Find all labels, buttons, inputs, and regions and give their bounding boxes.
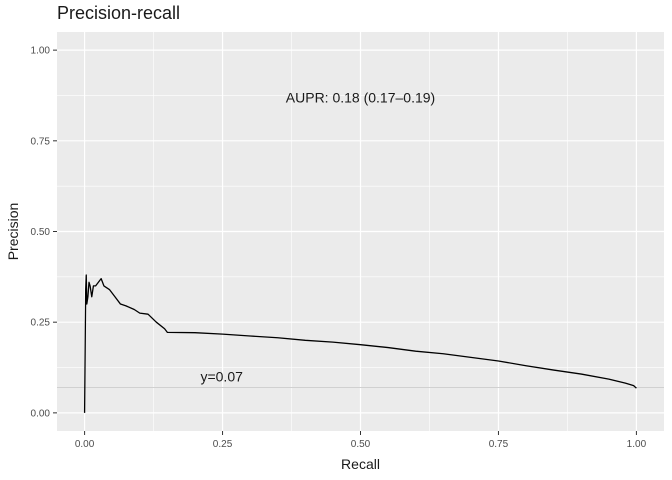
x-tick-label: 1.00 bbox=[627, 439, 647, 450]
grid-major bbox=[57, 32, 664, 431]
y-tick-label: 0.50 bbox=[31, 227, 51, 238]
y-axis-ticks: 0.00 0.25 0.50 0.75 1.00 bbox=[31, 46, 57, 419]
aupr-annotation: AUPR: 0.18 (0.17–0.19) bbox=[286, 89, 435, 105]
x-tick-label: 0.00 bbox=[75, 439, 95, 450]
baseline-label: y=0.07 bbox=[200, 369, 243, 385]
precision-recall-curve bbox=[83, 274, 637, 413]
y-tick-label: 1.00 bbox=[31, 46, 51, 57]
y-tick-label: 0.75 bbox=[31, 136, 51, 147]
x-tick-label: 0.50 bbox=[351, 439, 371, 450]
x-axis-ticks: 0.00 0.25 0.50 0.75 1.00 bbox=[75, 431, 647, 450]
y-tick-label: 0.25 bbox=[31, 318, 51, 329]
x-tick-label: 0.75 bbox=[489, 439, 509, 450]
x-tick-label: 0.25 bbox=[213, 439, 233, 450]
x-axis-title: Recall bbox=[341, 456, 380, 472]
y-axis-title: Precision bbox=[5, 203, 21, 261]
y-tick-label: 0.00 bbox=[31, 408, 51, 419]
chart-title: Precision-recall bbox=[57, 3, 181, 23]
